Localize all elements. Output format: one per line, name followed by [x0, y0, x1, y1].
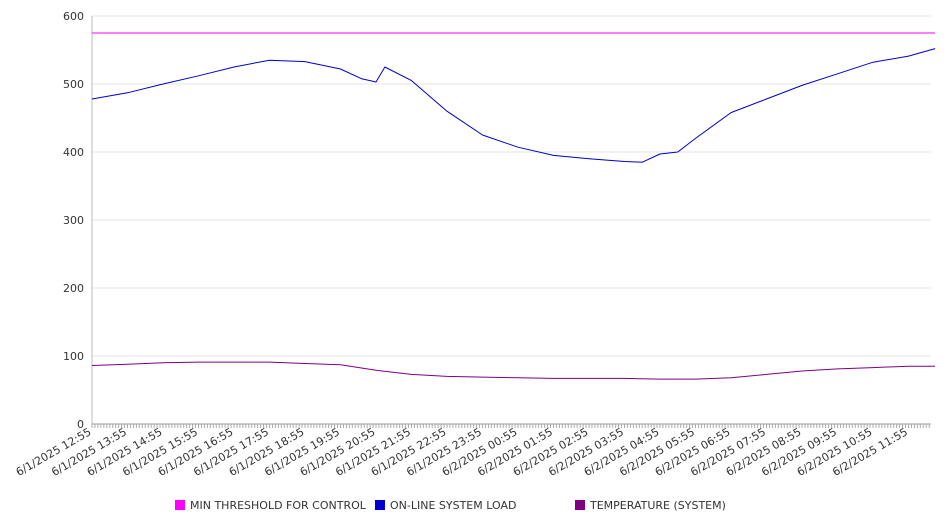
- y-tick-label: 0: [77, 418, 84, 431]
- y-tick-label: 100: [63, 350, 84, 363]
- series-line-2: [91, 361, 936, 380]
- series-lines: [91, 32, 936, 380]
- y-tick-labels: 0 100 200 300 400 500 600: [63, 10, 84, 431]
- x-tick-labels: 6/1/2025 12:556/1/2025 13:556/1/2025 14:…: [14, 425, 910, 479]
- y-tick-label: 400: [63, 146, 84, 159]
- legend-label-threshold: MIN THRESHOLD FOR CONTROL: [190, 498, 366, 512]
- legend-swatch-temperature: [575, 500, 585, 510]
- legend: MIN THRESHOLD FOR CONTROL ON-LINE SYSTEM…: [0, 498, 946, 514]
- gridlines: [92, 15, 931, 357]
- legend-item-system-load[interactable]: ON-LINE SYSTEM LOAD: [375, 498, 516, 512]
- y-tick-label: 200: [63, 282, 84, 295]
- legend-item-threshold[interactable]: MIN THRESHOLD FOR CONTROL: [175, 498, 366, 512]
- legend-label-system-load: ON-LINE SYSTEM LOAD: [390, 498, 517, 512]
- legend-swatch-system-load: [375, 500, 385, 510]
- axes: [91, 16, 931, 428]
- y-tick-label: 600: [63, 10, 84, 23]
- y-tick-label: 500: [63, 78, 84, 91]
- legend-item-temperature[interactable]: TEMPERATURE (SYSTEM): [575, 498, 726, 512]
- legend-swatch-threshold: [175, 500, 185, 510]
- y-tick-label: 300: [63, 214, 84, 227]
- legend-label-temperature: TEMPERATURE (SYSTEM): [590, 498, 726, 512]
- series-line-1: [91, 48, 936, 163]
